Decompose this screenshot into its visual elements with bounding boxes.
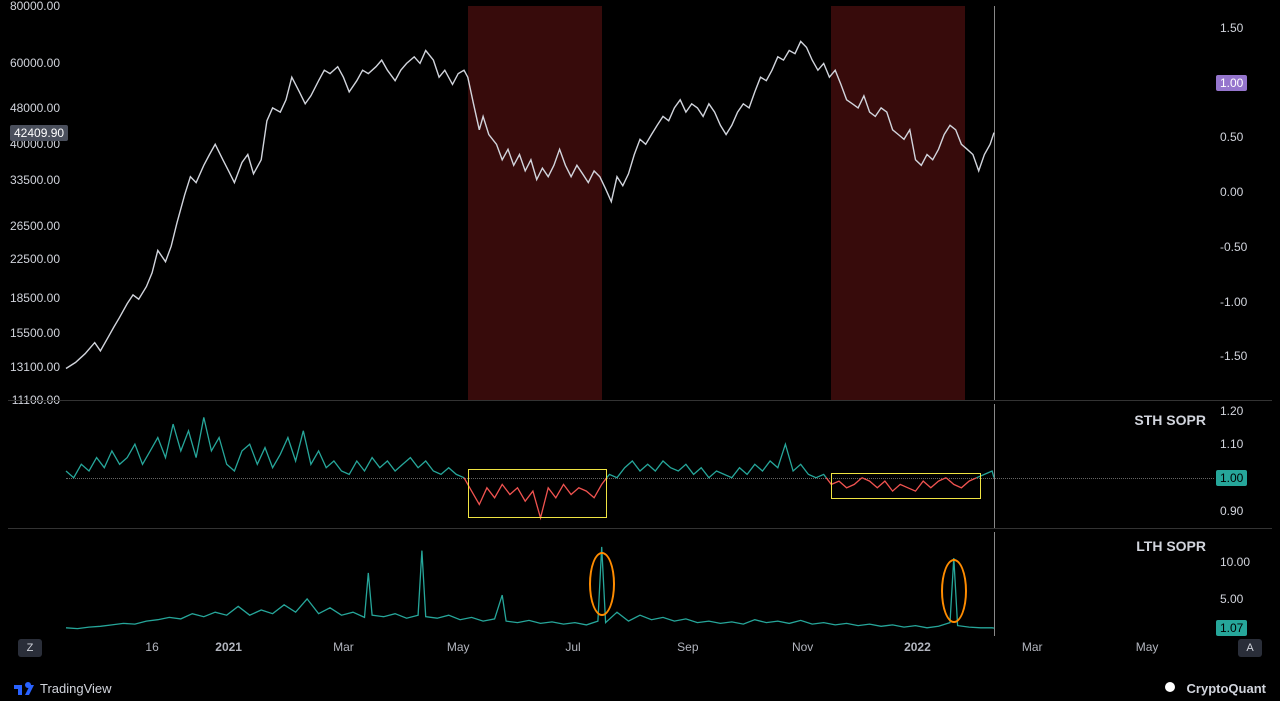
tradingview-icon — [14, 681, 34, 695]
last-bar-line — [994, 532, 995, 636]
spike-ellipse — [589, 552, 615, 616]
time-tick: 2022 — [904, 640, 931, 654]
zoom-out-button[interactable]: Z — [18, 639, 42, 657]
pane1-plot[interactable] — [8, 6, 1272, 400]
time-tick: Nov — [792, 640, 813, 654]
sth-sopr-pane[interactable]: STH SOPR 1.201.101.000.901.00 — [8, 404, 1272, 528]
footer: TradingView CryptoQuant — [0, 675, 1280, 701]
time-tick: Jul — [565, 640, 580, 654]
time-tick: Sep — [677, 640, 698, 654]
tradingview-brand[interactable]: TradingView — [14, 681, 112, 696]
time-tick: 16 — [145, 640, 158, 654]
cryptoquant-brand[interactable]: CryptoQuant — [1165, 679, 1266, 698]
time-tick: Mar — [1022, 640, 1043, 654]
cryptoquant-label: CryptoQuant — [1187, 681, 1266, 696]
chart-area: 80000.0060000.0048000.0040000.0033500.00… — [8, 6, 1272, 667]
highlight-box — [468, 469, 608, 518]
spike-ellipse — [941, 559, 967, 623]
last-bar-line — [994, 404, 995, 528]
lth-sopr-pane[interactable]: LTH SOPR 10.005.001.071.07 — [8, 532, 1272, 636]
highlight-box — [831, 473, 980, 500]
price-pane[interactable]: 80000.0060000.0048000.0040000.0033500.00… — [8, 6, 1272, 400]
pane-separator-2[interactable] — [8, 528, 1272, 529]
time-tick: Mar — [333, 640, 354, 654]
time-tick: 2021 — [215, 640, 242, 654]
time-tick: May — [447, 640, 470, 654]
tradingview-label: TradingView — [40, 681, 112, 696]
auto-scale-button[interactable]: A — [1238, 639, 1262, 657]
pane-separator-1[interactable] — [8, 400, 1272, 401]
cryptoquant-icon — [1165, 679, 1181, 698]
time-tick: May — [1136, 640, 1159, 654]
time-axis[interactable]: Z A 16 2021 Mar May Jul Sep Nov 2022 Mar May — [8, 638, 1272, 658]
